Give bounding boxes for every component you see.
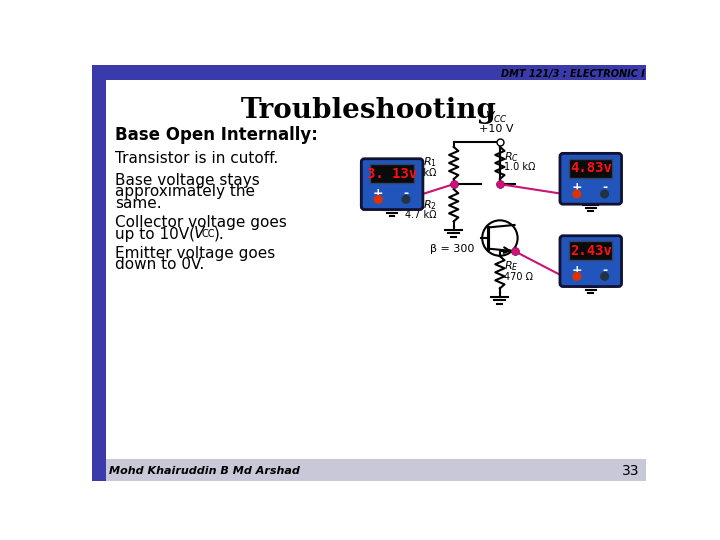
Text: -: - [602,181,607,194]
Text: Collector voltage goes: Collector voltage goes [115,215,287,230]
Text: Base voltage stays: Base voltage stays [115,173,260,187]
Text: up to 10V(: up to 10V( [115,226,195,241]
Text: β = 300: β = 300 [430,244,474,254]
Text: $R_1$: $R_1$ [423,156,437,170]
Text: +: + [572,264,582,276]
Text: $V_{CC}$: $V_{CC}$ [485,110,508,125]
Bar [92,65,106,481]
Text: 1.0 kΩ: 1.0 kΩ [504,162,535,172]
Text: +10 V: +10 V [479,124,513,134]
Text: $R_E$: $R_E$ [504,260,518,273]
Text: 4.83v: 4.83v [570,161,612,176]
Text: same.: same. [115,195,161,211]
Text: -: - [403,187,408,200]
Text: $R_2$: $R_2$ [423,198,437,212]
Circle shape [600,273,608,280]
Text: +: + [572,181,582,194]
Text: 2.43v: 2.43v [570,244,612,258]
FancyBboxPatch shape [560,153,621,204]
Circle shape [600,190,608,198]
Text: Transistor is in cutoff.: Transistor is in cutoff. [115,151,278,166]
Bar [569,159,613,178]
Bar [569,241,613,260]
Text: approximately the: approximately the [115,184,255,199]
Circle shape [573,190,581,198]
Text: 470 Ω: 470 Ω [504,272,533,281]
Bar [371,165,414,183]
Bar [106,459,647,481]
Circle shape [573,273,581,280]
Text: Emitter voltage goes: Emitter voltage goes [115,246,275,261]
Text: Troubleshooting: Troubleshooting [241,97,497,124]
Circle shape [374,195,382,203]
Text: 3. 13v: 3. 13v [367,167,417,181]
Text: CC: CC [202,229,215,239]
Text: Base Open Internally:: Base Open Internally: [115,126,318,144]
Text: 33: 33 [622,463,639,477]
FancyBboxPatch shape [361,159,423,210]
Text: DMT 121/3 : ELECTRONIC I: DMT 121/3 : ELECTRONIC I [501,70,644,79]
Bar [92,65,647,80]
Text: +: + [373,187,384,200]
Text: $R_C$: $R_C$ [504,150,519,164]
Circle shape [402,195,410,203]
Text: ).: ). [215,226,225,241]
Text: down to 0V.: down to 0V. [115,257,204,272]
FancyBboxPatch shape [560,236,621,287]
Text: V: V [194,226,204,241]
Text: 4.7 kΩ: 4.7 kΩ [405,210,437,220]
Text: Mohd Khairuddin B Md Arshad: Mohd Khairuddin B Md Arshad [109,465,300,476]
Text: 10 kΩ: 10 kΩ [408,167,437,178]
Text: -: - [602,264,607,276]
